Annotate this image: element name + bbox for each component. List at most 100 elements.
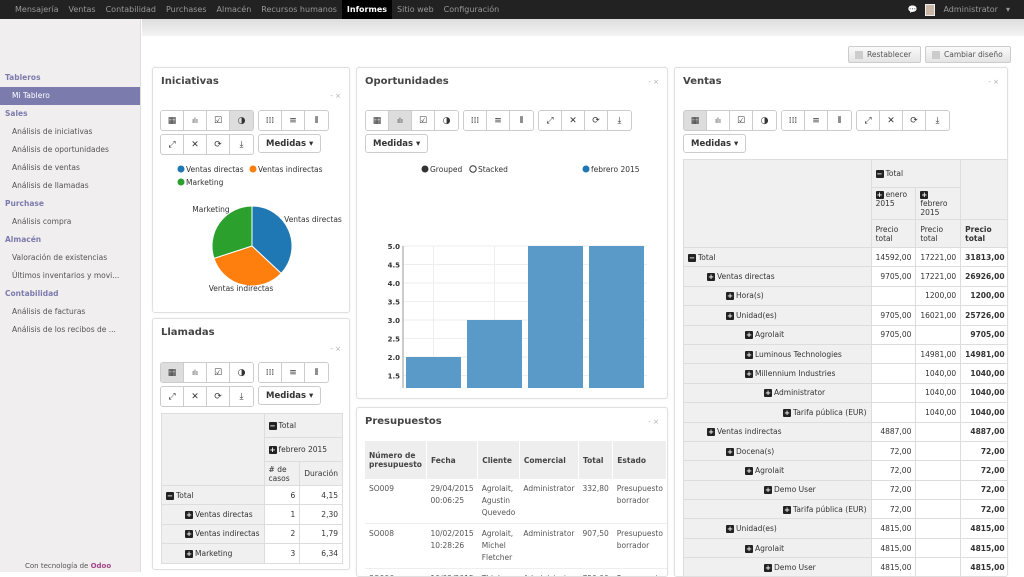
expand-icon[interactable]: + — [726, 312, 734, 320]
expand-icon[interactable]: + — [745, 467, 753, 475]
sidebar-item[interactable]: Análisis de llamadas — [0, 177, 140, 195]
expand-icon[interactable]: ⤢ — [539, 111, 562, 130]
row-header[interactable]: −Total — [162, 486, 265, 505]
menu-3[interactable]: Purchases — [161, 0, 212, 19]
expand-icon[interactable]: + — [764, 564, 772, 572]
row-header[interactable]: +Ventas indirectas — [162, 524, 265, 543]
checkbox-icon[interactable]: ☑ — [412, 111, 435, 130]
table-icon[interactable]: ▦ — [684, 111, 707, 130]
rows-icon[interactable]: ≡ — [282, 363, 305, 382]
download-icon[interactable]: ⤓ — [230, 135, 253, 154]
menu-0[interactable]: Mensajería — [10, 0, 64, 19]
user-menu[interactable]: Administrator — [943, 5, 998, 14]
columns-icon[interactable]: ⦀ — [305, 363, 328, 382]
grid-icon[interactable]: ⁞⁞⁞ — [259, 111, 282, 130]
expand-icon[interactable]: + — [707, 273, 715, 281]
sidebar-item[interactable]: Análisis de iniciativas — [0, 123, 140, 141]
collapse-icon[interactable]: − — [269, 422, 277, 430]
checkbox-icon[interactable]: ☑ — [730, 111, 753, 130]
refresh-icon[interactable]: ⟳ — [207, 135, 230, 154]
expand-icon[interactable]: ⤢ — [161, 135, 184, 154]
sidebar-item[interactable]: Análisis de ventas — [0, 159, 140, 177]
expand-icon[interactable]: + — [764, 389, 772, 397]
sidebar-item[interactable]: Análisis de oportunidades — [0, 141, 140, 159]
panel-controls[interactable]: - × — [648, 418, 659, 426]
grid-icon[interactable]: ⁞⁞⁞ — [259, 363, 282, 382]
expand-icon[interactable]: + — [783, 506, 791, 514]
menu-5[interactable]: Recursos humanos — [256, 0, 342, 19]
reset-button[interactable]: Restablecer — [848, 46, 921, 63]
row-header[interactable]: −Total — [684, 248, 872, 267]
measures-dropdown[interactable]: Medidas ▾ — [683, 134, 746, 153]
expand-icon[interactable]: + — [876, 191, 884, 199]
sidebar-item[interactable]: Análisis compra — [0, 213, 140, 231]
menu-6[interactable]: Informes — [342, 0, 392, 19]
download-icon[interactable]: ⤓ — [608, 111, 631, 130]
panel-controls[interactable]: - × — [330, 92, 341, 100]
collapse-icon[interactable]: − — [876, 170, 884, 178]
column-header[interactable]: Total — [579, 441, 613, 479]
chevron-down-icon[interactable]: ▾ — [1006, 5, 1010, 14]
sidebar-item[interactable]: Últimos inventarios y movi... — [0, 267, 140, 285]
rows-icon[interactable]: ≡ — [282, 111, 305, 130]
row-header[interactable]: +Agrolait — [684, 538, 872, 557]
odoo-link[interactable]: Odoo — [91, 562, 112, 570]
menu-4[interactable]: Almacén — [212, 0, 257, 19]
grid-icon[interactable]: ⁞⁞⁞ — [464, 111, 487, 130]
rows-icon[interactable]: ≡ — [805, 111, 828, 130]
bar-chart-icon[interactable]: ılı — [389, 111, 412, 130]
table-row[interactable]: SO00610/02/2015ThinkAdministrator750,00P… — [365, 569, 667, 577]
column-header[interactable]: Cliente — [478, 441, 520, 479]
collapse-icon[interactable]: ✕ — [880, 111, 903, 130]
column-header[interactable]: Comercial — [519, 441, 578, 479]
chat-icon[interactable]: 💬 — [907, 5, 917, 14]
columns-icon[interactable]: ⦀ — [828, 111, 851, 130]
pie-chart-icon[interactable]: ◑ — [435, 111, 458, 130]
pie-chart-icon[interactable]: ◑ — [230, 111, 253, 130]
collapse-icon[interactable]: − — [166, 492, 174, 500]
change-layout-button[interactable]: Cambiar diseño — [925, 46, 1011, 63]
refresh-icon[interactable]: ⟳ — [585, 111, 608, 130]
pie-chart-icon[interactable]: ◑ — [230, 363, 253, 382]
row-header[interactable]: +Administrator — [684, 383, 872, 402]
row-header[interactable]: +Ventas directas — [684, 267, 872, 286]
rows-icon[interactable]: ≡ — [487, 111, 510, 130]
col-header-month[interactable]: +febrero 2015 — [264, 438, 342, 462]
avatar[interactable] — [925, 4, 935, 16]
sidebar-item[interactable]: Análisis de facturas — [0, 303, 140, 321]
refresh-icon[interactable]: ⟳ — [903, 111, 926, 130]
panel-controls[interactable]: - × — [648, 78, 659, 86]
expand-icon[interactable]: + — [726, 448, 734, 456]
expand-icon[interactable]: + — [783, 409, 791, 417]
row-header[interactable]: +Demo User — [684, 480, 872, 499]
column-header[interactable]: Número de presupuesto — [365, 441, 426, 479]
row-header[interactable]: +Agrolait — [684, 325, 872, 344]
expand-icon[interactable]: ⤢ — [857, 111, 880, 130]
row-header[interactable]: +Unidad(es) — [684, 306, 872, 325]
row-header[interactable]: +Ventas indirectas — [684, 422, 872, 441]
sidebar-item[interactable]: Análisis de los recibos de ... — [0, 321, 140, 339]
menu-2[interactable]: Contabilidad — [101, 0, 161, 19]
expand-icon[interactable]: + — [185, 511, 193, 519]
expand-icon[interactable]: + — [745, 351, 753, 359]
expand-icon[interactable]: + — [185, 530, 193, 538]
col-header-month[interactable]: +enero 2015 — [871, 188, 916, 220]
bar-chart-icon[interactable]: ılı — [184, 111, 207, 130]
columns-icon[interactable]: ⦀ — [305, 111, 328, 130]
columns-icon[interactable]: ⦀ — [510, 111, 533, 130]
panel-controls[interactable]: - × — [988, 78, 999, 86]
row-header[interactable]: +Luminous Technologies — [684, 344, 872, 363]
expand-icon[interactable]: + — [707, 428, 715, 436]
menu-1[interactable]: Ventas — [64, 0, 101, 19]
measures-dropdown[interactable]: Medidas ▾ — [258, 134, 321, 153]
expand-icon[interactable]: + — [745, 545, 753, 553]
collapse-icon[interactable]: − — [688, 254, 696, 262]
column-header[interactable]: Estado — [613, 441, 667, 479]
expand-icon[interactable]: + — [764, 486, 772, 494]
row-header[interactable]: +Millennium Industries — [684, 364, 872, 383]
expand-icon[interactable]: + — [185, 550, 193, 558]
collapse-icon[interactable]: ✕ — [184, 387, 207, 406]
row-header[interactable]: +Agrolait — [684, 461, 872, 480]
